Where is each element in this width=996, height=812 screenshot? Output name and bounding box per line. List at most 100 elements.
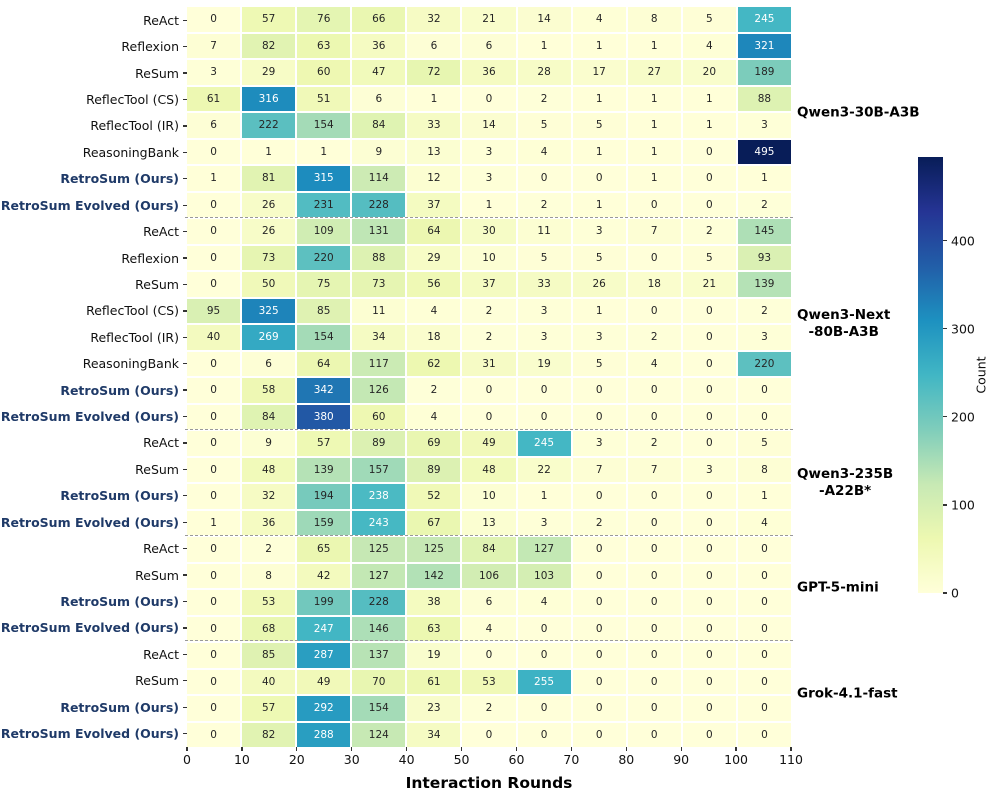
heatmap-cell: 75 [297,272,351,297]
heatmap-cell: 63 [407,616,461,641]
heatmap-cell: 0 [682,510,736,535]
heatmap-cell: 11 [517,219,571,244]
heatmap-cell: 0 [187,431,241,456]
heatmap-cell: 3 [462,166,516,191]
heatmap-cell: 84 [352,113,406,138]
heatmap-cell: 29 [407,245,461,270]
x-tick-label: 50 [453,752,470,767]
heatmap-cell: 0 [682,563,736,588]
heatmap-cell: 325 [242,298,296,323]
heatmap-cell: 14 [517,7,571,32]
heatmap-cell: 2 [517,86,571,111]
heatmap-cell: 48 [462,457,516,482]
heatmap-cell: 64 [407,219,461,244]
heatmap-cell: 7 [627,457,681,482]
heatmap-cell: 245 [737,7,791,32]
heatmap-cell: 288 [297,722,351,747]
heatmap-cell: 70 [352,669,406,694]
heatmap-cell: 4 [462,616,516,641]
row-label: Reflexion [0,33,187,59]
heatmap-cell: 0 [682,298,736,323]
heatmap-cell: 14 [462,113,516,138]
x-tick-mark [460,747,463,751]
heatmap-cell: 85 [242,643,296,668]
heatmap-cell: 0 [627,245,681,270]
x-tick-mark [625,747,627,751]
heatmap-cell: 0 [737,696,791,721]
heatmap-cell: 316 [242,86,296,111]
heatmap-cell: 4 [517,139,571,164]
y-tick-mark [183,310,187,312]
x-tick-label: 60 [508,752,525,767]
heatmap-cell: 34 [352,325,406,350]
method-label: ReAct [143,12,179,28]
row-label: ReflecTool (IR) [0,324,187,350]
heatmap-cell: 27 [627,60,681,85]
heatmap-cell: 40 [242,669,296,694]
row-label: RetroSum (Ours) [0,694,187,720]
heatmap-cell: 0 [627,192,681,217]
method-label: Reflexion [121,250,179,266]
heatmap-cell: 65 [297,537,351,562]
heatmap-cell: 6 [407,33,461,58]
heatmap-cell: 53 [462,669,516,694]
x-tick-label: 10 [233,752,250,767]
heatmap-cell: 0 [517,616,571,641]
heatmap-cell: 21 [682,272,736,297]
row-label: ReflecTool (IR) [0,113,187,139]
heatmap-cell: 228 [352,192,406,217]
row-label: ReasoningBank [0,350,187,376]
y-tick-mark [183,98,187,101]
heatmap-cell: 114 [352,166,406,191]
heatmap-cell: 56 [407,272,461,297]
method-label: ReAct [143,224,179,240]
heatmap-cell: 1 [187,510,241,535]
heatmap-cell: 228 [352,590,406,615]
heatmap-cell: 23 [407,696,461,721]
heatmap-cell: 0 [682,643,736,668]
heatmap-cell: 0 [682,616,736,641]
heatmap-cell: 1 [572,139,626,164]
heatmap-cell: 61 [187,86,241,111]
y-tick-mark [183,204,187,206]
heatmap-cell: 88 [737,86,791,111]
x-tick-mark [790,747,792,751]
heatmap-cell: 26 [572,272,626,297]
heatmap-cell: 0 [627,643,681,668]
group-label: Qwen3-235B -A22B* [797,465,894,499]
heatmap-cell: 238 [352,484,406,509]
heatmap-cell: 154 [297,325,351,350]
heatmap-cell: 0 [682,590,736,615]
heatmap-cell: 76 [297,7,351,32]
heatmap-cell: 63 [297,33,351,58]
heatmap-cell: 495 [737,139,791,164]
heatmap-cell: 0 [187,192,241,217]
y-tick-mark [183,230,187,233]
group-label: Qwen3-Next -80B-A3B [797,307,891,341]
heatmap-cell: 3 [462,139,516,164]
heatmap-cell: 93 [737,245,791,270]
heatmap-cell: 1 [627,139,681,164]
heatmap-cell: 2 [737,298,791,323]
heatmap-cell: 51 [297,86,351,111]
heatmap-cell: 1 [682,86,736,111]
y-tick-mark [183,468,187,471]
heatmap-cell: 125 [352,537,406,562]
heatmap-cell: 1 [627,166,681,191]
heatmap-cell: 342 [297,378,351,403]
x-tick-label: 20 [288,752,305,767]
heatmap-cell: 34 [407,722,461,747]
heatmap-cell: 0 [627,563,681,588]
heatmap-cell: 0 [572,537,626,562]
y-tick-mark [183,283,187,286]
x-tick-label: 70 [563,752,580,767]
heatmap-cell: 1 [737,166,791,191]
heatmap-cell: 154 [352,696,406,721]
y-tick-mark [183,363,187,365]
heatmap-cell: 0 [682,537,736,562]
heatmap-cell: 0 [572,404,626,429]
heatmap-cell: 8 [242,563,296,588]
heatmap-cell: 0 [187,643,241,668]
heatmap-cell: 52 [407,484,461,509]
method-label: RetroSum Evolved (Ours) [0,620,179,636]
